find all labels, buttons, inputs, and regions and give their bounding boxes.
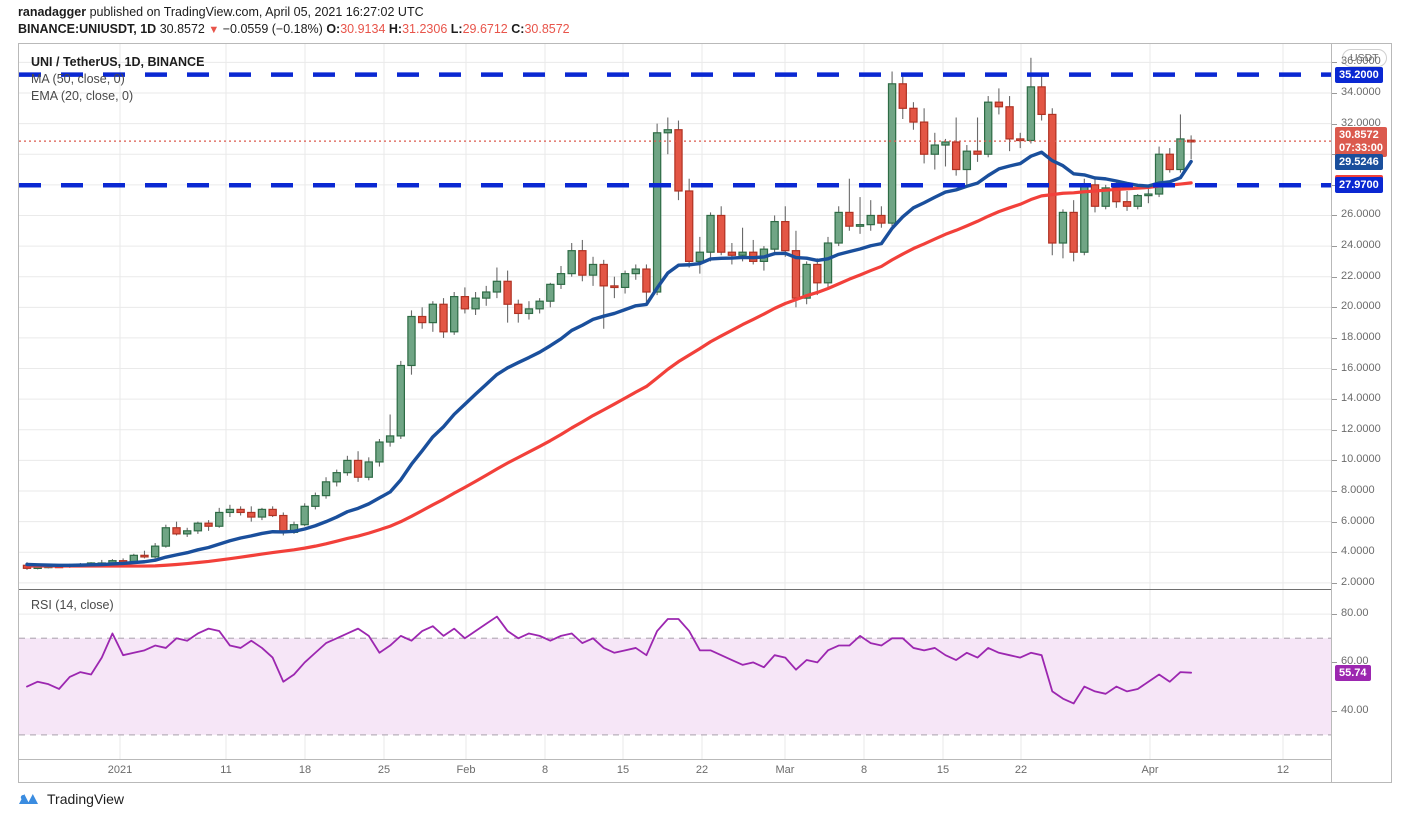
publish-line: ranadagger published on TradingView.com,… <box>18 4 1402 21</box>
price-tick <box>1332 246 1337 248</box>
rsi-tick <box>1332 710 1337 712</box>
time-tick-label: 15 <box>936 764 950 776</box>
time-tick-label: Apr <box>1141 764 1159 776</box>
price-tick-label: 4.0000 <box>1341 545 1375 558</box>
low-value: 29.6712 <box>462 22 508 36</box>
price-axis[interactable]: USDT 36.000034.000032.000030.000028.0000… <box>1331 44 1392 782</box>
price-tick-label: 36.0000 <box>1341 55 1381 68</box>
author-name[interactable]: ranadagger <box>18 5 87 19</box>
rsi-tick <box>1332 662 1337 664</box>
last-price-value: 30.8572 <box>159 22 205 36</box>
down-arrow-icon: ▼ <box>208 24 220 36</box>
chart-header: ranadagger published on TradingView.com,… <box>0 0 1402 40</box>
high-value: 31.2306 <box>402 22 448 36</box>
rsi-tick-label: 40.00 <box>1341 703 1369 716</box>
price-pane[interactable]: UNI / TetherUS, 1D, BINANCE MA (50, clos… <box>19 44 1331 589</box>
rsi-tick-label: 60.00 <box>1341 655 1369 668</box>
time-tick-label: 2021 <box>107 764 133 776</box>
rsi-plot <box>19 590 1331 759</box>
price-tick-label: 6.0000 <box>1341 514 1375 527</box>
footer: TradingView <box>18 791 124 807</box>
price-tick-label: 22.0000 <box>1341 269 1381 282</box>
price-tick-label: 10.0000 <box>1341 453 1381 466</box>
time-axis[interactable]: 2021 11 18 25 Feb 8 15 22 Mar 8 15 22 Apr 12 <box>19 759 1331 783</box>
price-tick <box>1332 460 1337 462</box>
price-tick <box>1332 123 1337 125</box>
rsi-tick <box>1332 614 1337 616</box>
price-tick <box>1332 337 1337 339</box>
price-plot <box>19 44 1331 589</box>
change-percent: (−0.18%) <box>271 22 323 36</box>
currency-pill[interactable]: USDT <box>1342 49 1387 67</box>
time-tick-label: 15 <box>616 764 630 776</box>
candle-series <box>22 57 1196 570</box>
publish-date: April 05, 2021 16:27:02 UTC <box>265 5 424 19</box>
time-tick-label: Mar <box>775 764 795 776</box>
price-tick <box>1332 521 1337 523</box>
change-absolute: −0.0559 <box>222 22 269 36</box>
tradingview-logo-icon <box>18 791 40 807</box>
symbol-label[interactable]: BINANCE:UNIUSDT, 1D <box>18 22 157 36</box>
time-tick-label: 22 <box>695 764 709 776</box>
open-value: 30.9134 <box>340 22 386 36</box>
brand-name[interactable]: TradingView <box>47 791 125 807</box>
ema20-line <box>25 150 1193 567</box>
rsi-band <box>19 638 1331 735</box>
time-tick-label: 11 <box>220 764 232 776</box>
price-tick-label: 26.0000 <box>1341 208 1381 221</box>
time-tick-label: 18 <box>298 764 312 776</box>
time-tick-label: 12 <box>1276 764 1290 776</box>
price-tick <box>1332 491 1337 493</box>
time-tick-label: Feb <box>456 764 476 776</box>
high-label: H: <box>388 22 403 36</box>
price-tick-label: 20.0000 <box>1341 300 1381 313</box>
ma50-line <box>25 181 1193 568</box>
rsi-line <box>26 615 1193 705</box>
price-tick <box>1332 184 1337 186</box>
time-tick-label: 8 <box>860 764 868 776</box>
time-tick-label: 22 <box>1014 764 1028 776</box>
price-tick-label: 8.0000 <box>1341 484 1375 497</box>
price-tick <box>1332 368 1337 370</box>
price-tick-label: 14.0000 <box>1341 392 1381 405</box>
rsi-tick-label: 80.00 <box>1341 607 1369 620</box>
quote-line: BINANCE:UNIUSDT, 1D 30.8572 ▼ −0.0559 (−… <box>18 21 1402 39</box>
price-tick <box>1332 154 1337 156</box>
price-tick <box>1332 92 1337 94</box>
price-tick <box>1332 215 1337 217</box>
resistance-level-badge[interactable]: 35.2000 <box>1335 66 1383 83</box>
chart-frame: UNI / TetherUS, 1D, BINANCE MA (50, clos… <box>18 43 1392 783</box>
low-label: L: <box>450 22 463 36</box>
rsi-pane[interactable]: RSI (14, close) <box>19 590 1331 759</box>
close-value: 30.8572 <box>524 22 570 36</box>
pane-divider[interactable] <box>19 589 1331 590</box>
price-tick <box>1332 62 1337 64</box>
price-tick <box>1332 552 1337 554</box>
price-tick <box>1332 582 1337 584</box>
price-tick-label: 2.0000 <box>1341 575 1375 588</box>
price-tick <box>1332 307 1337 309</box>
open-label: O: <box>326 22 341 36</box>
ema-value-badge[interactable]: 29.5246 <box>1335 153 1383 170</box>
support-level-badge[interactable]: 27.9700 <box>1335 177 1383 194</box>
price-tick-label: 24.0000 <box>1341 239 1381 252</box>
close-label: C: <box>511 22 525 36</box>
rsi-value-badge[interactable]: 55.74 <box>1335 664 1371 681</box>
time-tick-label: 25 <box>377 764 391 776</box>
price-tick-label: 34.0000 <box>1341 85 1381 98</box>
price-tick <box>1332 276 1337 278</box>
time-tick-label: 8 <box>541 764 549 776</box>
price-tick <box>1332 429 1337 431</box>
price-tick-label: 32.0000 <box>1341 116 1381 129</box>
price-tick-label: 18.0000 <box>1341 330 1381 343</box>
price-tick <box>1332 399 1337 401</box>
publish-text: published on TradingView.com, <box>89 5 263 19</box>
last-price-badge[interactable]: 30.8572 07:33:00 <box>1335 127 1388 158</box>
rsi-legend[interactable]: RSI (14, close) <box>31 598 114 612</box>
price-tick-label: 16.0000 <box>1341 361 1381 374</box>
price-tick-label: 12.0000 <box>1341 422 1381 435</box>
